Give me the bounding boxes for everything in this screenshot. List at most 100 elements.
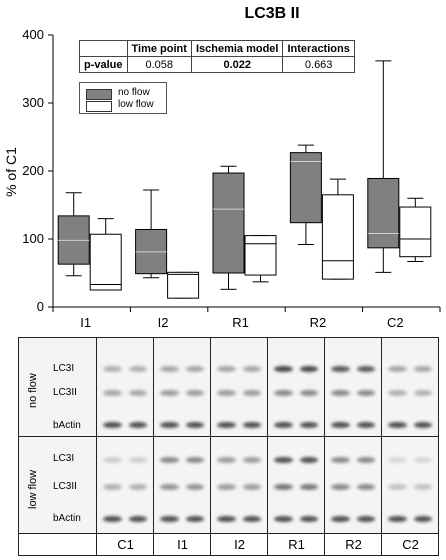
blot-band (331, 516, 350, 522)
blot-band (299, 390, 318, 396)
blot-band (388, 516, 407, 522)
box-iqr (167, 271, 200, 299)
band-label-bactin: bActin (53, 513, 81, 524)
blot-band (274, 516, 293, 522)
blot-band (160, 457, 179, 463)
box-iqr (367, 177, 400, 249)
box-no-flow-R2 (289, 144, 322, 245)
y-axis-label: % of C1 (3, 147, 19, 197)
blot-band (274, 484, 293, 490)
blot-lane (267, 338, 325, 436)
blot-band (299, 484, 318, 490)
p-value-row: p-value 0.058 0.022 0.663 (79, 56, 355, 73)
box-no-flow-I2 (135, 189, 168, 279)
p-value-header: Time point (126, 40, 192, 57)
lane-label: C2 (381, 534, 439, 555)
blot-band (274, 457, 293, 463)
blot-band (299, 422, 318, 428)
blot-band (356, 516, 375, 522)
y-tick-label: 300 (22, 95, 44, 110)
blot-band (413, 422, 432, 428)
p-value-header: Ischemia model (190, 40, 284, 57)
blot-group-label-no-flow: no flow (27, 373, 39, 408)
p-value-header: Interactions (282, 40, 355, 57)
blot-lane (96, 437, 154, 533)
blot-band (185, 366, 204, 372)
legend-label-low-flow: low flow (118, 99, 154, 110)
blot-band (331, 366, 350, 372)
p-value-row-label: p-value (79, 56, 128, 73)
x-ticks: I1 I2 R1 R2 C2 (52, 307, 441, 330)
blot-band (103, 422, 122, 428)
blot-band (242, 484, 261, 490)
blot-lane (153, 338, 211, 436)
y-tick-label: 400 (22, 27, 44, 42)
box-iqr (212, 172, 245, 274)
p-value-cell: 0.058 (126, 56, 192, 73)
y-tick-label: 0 (37, 299, 44, 314)
blot-band (242, 366, 261, 372)
blot-band (217, 366, 236, 372)
box-iqr (89, 233, 122, 291)
box-low-flow-I2 (167, 271, 200, 299)
blot-band (299, 457, 318, 463)
band-label-lc3i: LC3I (53, 363, 75, 374)
blot-lane (153, 437, 211, 533)
x-tick-label: I2 (158, 315, 169, 330)
blot-band (356, 366, 375, 372)
band-label-bactin: bActin (53, 420, 81, 431)
lane-label: R2 (324, 534, 382, 555)
x-tick-label: R2 (310, 315, 327, 330)
blot-band (388, 366, 407, 372)
p-value-header-row: Time point Ischemia model Interactions (79, 40, 355, 57)
blot-group-label-low-flow: low flow (27, 469, 39, 509)
blot-panel-no-flow: no flow LC3I LC3II bActin (18, 337, 439, 437)
blot-lane (381, 338, 439, 436)
blot-band (185, 457, 204, 463)
legend-label-no-flow: no flow (118, 87, 150, 98)
blot-band (103, 366, 122, 372)
blot-band (217, 390, 236, 396)
p-value-cell: 0.663 (282, 56, 355, 73)
box-iqr (399, 206, 432, 258)
blot-band (274, 366, 293, 372)
blot-band (413, 390, 432, 396)
x-tick-label: C2 (387, 315, 404, 330)
lane-label: C1 (96, 534, 154, 555)
blot-band (160, 516, 179, 522)
p-value-corner-cell (79, 40, 128, 57)
blot-lane (267, 437, 325, 533)
lane-label: I2 (210, 534, 268, 555)
lane-label: I1 (153, 534, 211, 555)
blot-band (356, 457, 375, 463)
box-low-flow-R2 (321, 178, 354, 280)
blot-band (331, 390, 350, 396)
y-tick-label: 200 (22, 163, 44, 178)
x-tick-label: R1 (232, 315, 249, 330)
blot-band (356, 422, 375, 428)
lane-label-bar: C1 I1 I2 R1 R2 C2 (18, 533, 439, 556)
blot-lanes-no-flow (96, 338, 438, 436)
blot-band (388, 484, 407, 490)
blot-band (185, 422, 204, 428)
blot-band (356, 484, 375, 490)
blot-lane (96, 338, 154, 436)
blot-lane (210, 338, 268, 436)
box-low-flow-C2 (399, 197, 432, 262)
blot-band (217, 422, 236, 428)
blot-band (299, 516, 318, 522)
blot-band (128, 516, 147, 522)
blot-band (128, 457, 147, 463)
blot-band (128, 484, 147, 490)
blot-band (185, 390, 204, 396)
blot-lane (210, 437, 268, 533)
band-label-lc3i: LC3I (53, 453, 75, 464)
blot-lane (324, 437, 382, 533)
chart-title: LC3B II (244, 5, 299, 22)
blot-band (103, 457, 122, 463)
box-plot-chart: LC3B II % of C1 0 100 200 300 400 I1 I2 R1 R2 C2 (3, 5, 441, 330)
blot-band (128, 366, 147, 372)
legend-swatch-no-flow (86, 89, 112, 100)
blot-band (103, 390, 122, 396)
blot-band (160, 366, 179, 372)
